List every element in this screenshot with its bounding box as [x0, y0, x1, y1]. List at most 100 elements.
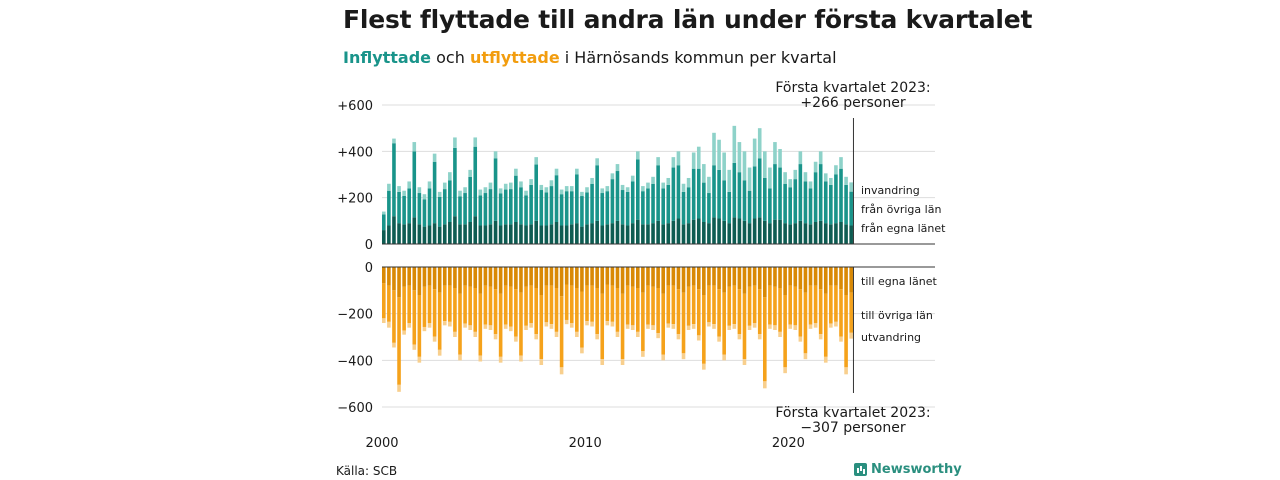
- bar-out-other-counties: [615, 288, 620, 332]
- bar-in-own-county: [564, 225, 569, 244]
- bar-in-immigration: [575, 168, 579, 175]
- bar-out-own-county: [813, 267, 818, 286]
- bar-in-other-counties: [813, 172, 818, 222]
- bar-in-immigration: [763, 151, 767, 178]
- bar-out-own-county: [783, 267, 787, 295]
- bar-in-other-counties: [580, 196, 584, 227]
- y-tick-top: 0: [365, 238, 373, 253]
- bar-out-other-counties: [514, 289, 518, 337]
- bar-in-immigration: [747, 167, 752, 191]
- bar-out-other-counties: [752, 285, 757, 323]
- bar-in-immigration: [768, 167, 772, 189]
- bar-out-emigration: [534, 334, 538, 340]
- bar-out-own-county: [529, 267, 533, 286]
- bar-in-immigration: [813, 161, 818, 173]
- bar-in-other-counties: [793, 179, 798, 224]
- bar-in-own-county: [417, 224, 422, 244]
- bar-in-own-county: [696, 218, 701, 244]
- bar-out-emigration: [488, 325, 493, 330]
- bar-out-emigration: [529, 323, 533, 328]
- bar-out-emigration: [656, 333, 660, 339]
- label-utvandring: utvandring: [861, 331, 921, 344]
- bar-out-emigration: [519, 355, 523, 362]
- bar-out-own-county: [768, 267, 772, 286]
- bar-in-immigration: [717, 139, 721, 170]
- bar-out-other-counties: [747, 286, 752, 326]
- bar-out-emigration: [514, 336, 518, 342]
- bar-in-own-county: [519, 224, 523, 244]
- bar-out-own-county: [686, 267, 691, 287]
- bar-in-other-counties: [788, 187, 792, 225]
- bar-in-other-counties: [707, 193, 711, 224]
- bar-in-own-county: [382, 230, 386, 244]
- bar-in-other-counties: [442, 189, 447, 225]
- bar-out-own-county: [442, 267, 447, 286]
- bar-in-immigration: [590, 177, 594, 184]
- bar-out-emigration: [559, 367, 564, 375]
- newsworthy-logo[interactable]: Newsworthy: [854, 462, 962, 477]
- bar-in-immigration: [686, 177, 691, 188]
- outflow-bars: [382, 267, 853, 392]
- bar-in-immigration: [448, 172, 452, 181]
- bar-out-own-county: [488, 267, 493, 287]
- bar-in-own-county: [432, 223, 437, 244]
- bar-in-own-county: [829, 224, 833, 244]
- bar-in-own-county: [509, 224, 513, 244]
- bar-out-own-county: [702, 267, 706, 295]
- bar-out-other-counties: [539, 295, 544, 360]
- bar-out-own-county: [646, 267, 650, 286]
- bar-out-other-counties: [656, 288, 660, 334]
- bar-out-own-county: [773, 267, 777, 287]
- bar-in-other-counties: [407, 188, 411, 224]
- bar-out-emigration: [458, 354, 462, 361]
- bar-out-own-county: [666, 267, 671, 286]
- bar-out-own-county: [610, 267, 615, 286]
- bar-in-immigration: [676, 151, 681, 166]
- bar-in-other-counties: [468, 176, 472, 222]
- bar-in-other-counties: [509, 189, 513, 225]
- bar-in-own-county: [661, 224, 665, 244]
- bar-in-own-county: [823, 223, 828, 244]
- bar-out-own-county: [839, 267, 843, 290]
- bar-in-other-counties: [666, 184, 671, 224]
- bar-in-other-counties: [524, 195, 528, 226]
- bar-out-own-county: [671, 267, 676, 286]
- bar-in-own-county: [783, 223, 787, 244]
- source-note: Källa: SCB: [336, 464, 398, 478]
- bar-out-emigration: [651, 325, 655, 330]
- bar-out-emigration: [437, 349, 442, 356]
- bar-in-other-counties: [600, 193, 605, 226]
- bar-in-immigration: [702, 164, 706, 183]
- bar-out-other-counties: [681, 292, 686, 354]
- bar-in-immigration: [773, 142, 777, 165]
- bar-in-other-counties: [437, 196, 442, 227]
- bar-in-other-counties: [544, 192, 549, 226]
- bar-out-other-counties: [463, 285, 467, 324]
- bar-out-emigration: [503, 324, 508, 329]
- bar-out-own-county: [696, 267, 701, 290]
- bar-out-emigration: [747, 325, 752, 330]
- bar-out-other-counties: [392, 290, 396, 343]
- bar-in-own-county: [788, 224, 792, 244]
- bar-in-own-county: [478, 225, 483, 244]
- bar-in-immigration: [696, 146, 701, 169]
- bar-in-other-counties: [798, 164, 803, 221]
- bar-out-other-counties: [742, 293, 747, 360]
- bar-out-emigration: [422, 326, 427, 332]
- bar-in-immigration: [483, 187, 488, 194]
- bar-in-immigration: [849, 182, 853, 192]
- bar-out-emigration: [417, 356, 422, 363]
- bar-out-other-counties: [432, 289, 437, 337]
- bar-in-immigration: [600, 188, 605, 194]
- bar-in-own-county: [666, 223, 671, 244]
- bar-in-immigration: [818, 151, 823, 165]
- bar-in-immigration: [427, 181, 432, 189]
- bar-in-other-counties: [569, 191, 574, 225]
- bar-in-immigration: [671, 157, 676, 168]
- bar-in-immigration: [681, 183, 686, 192]
- bar-in-immigration: [595, 158, 599, 166]
- bar-out-emigration: [595, 334, 599, 340]
- bar-out-emigration: [392, 342, 396, 348]
- bar-out-own-county: [458, 267, 462, 294]
- bar-out-own-county: [778, 267, 782, 288]
